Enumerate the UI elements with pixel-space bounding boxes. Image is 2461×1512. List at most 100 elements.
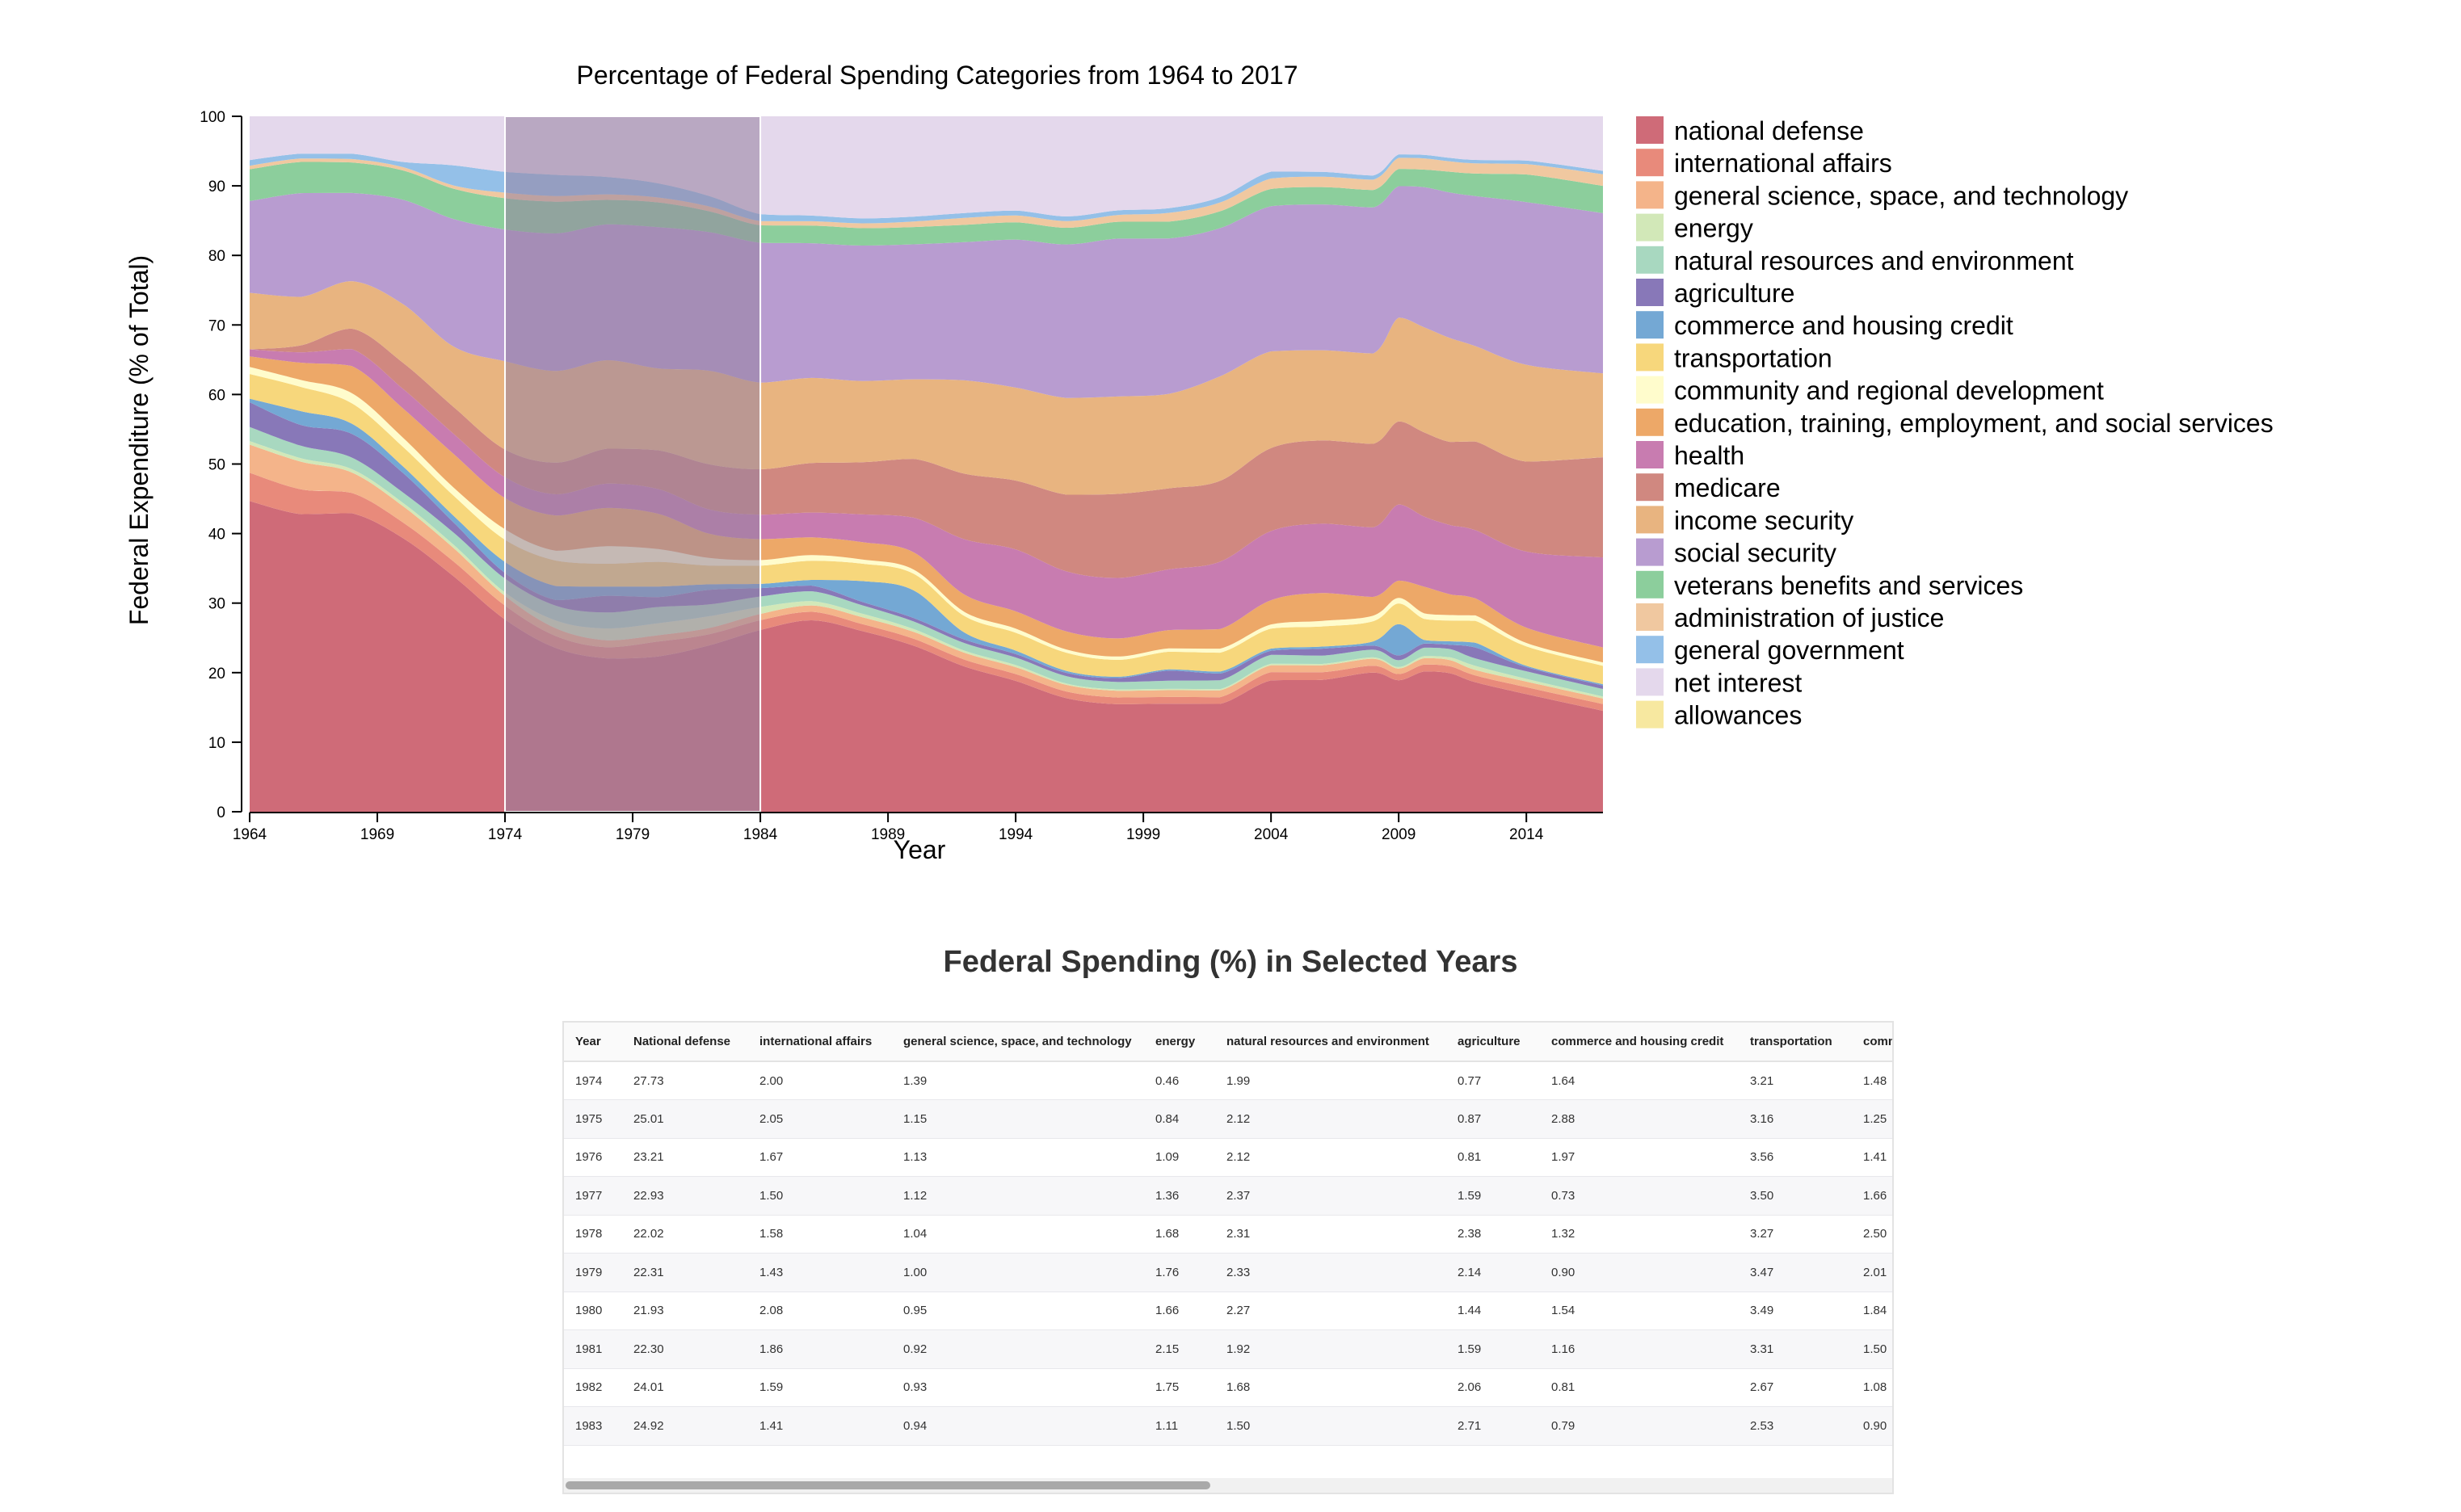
table-cell: 0.87: [1446, 1099, 1540, 1139]
y-tick-label: 30: [208, 596, 225, 613]
y-tick-label: 60: [208, 387, 225, 404]
table-cell: 1979: [564, 1253, 622, 1292]
x-tick-label: 1964: [233, 826, 267, 843]
table-cell: 1.99: [1215, 1061, 1446, 1100]
y-tick-label: 80: [208, 248, 225, 265]
column-header[interactable]: community and regiona: [1852, 1023, 1892, 1062]
table-cell: 3.27: [1739, 1215, 1852, 1254]
table-cell: 1.41: [748, 1406, 892, 1446]
column-header[interactable]: transportation: [1739, 1023, 1852, 1062]
table-cell: 1.25: [1852, 1099, 1892, 1139]
y-tick-label: 40: [208, 527, 225, 544]
legend-item-commerce-and-housing-credit: commerce and housing credit: [1636, 311, 2013, 340]
table-cell: 2.12: [1215, 1138, 1446, 1177]
column-header[interactable]: National defense: [622, 1023, 748, 1062]
table-cell: 1.13: [892, 1138, 1144, 1177]
table-cell: 3.16: [1739, 1099, 1852, 1139]
table-cell: 0.95: [892, 1292, 1144, 1330]
x-tick-label: 1979: [616, 826, 650, 843]
table-cell: 0.81: [1540, 1368, 1739, 1407]
x-tick-label: 1984: [743, 826, 778, 843]
y-tick-label: 10: [208, 735, 225, 752]
y-tick-label: 90: [208, 178, 225, 195]
legend-item-education-training-employment-and-social-services: education, training, employment, and soc…: [1636, 408, 2274, 438]
column-header[interactable]: general science, space, and technology: [892, 1023, 1144, 1062]
horizontal-scrollbar[interactable]: [564, 1478, 1892, 1493]
legend-label: general science, space, and technology: [1674, 181, 2128, 210]
table-cell: 0.90: [1540, 1253, 1739, 1292]
horizontal-scrollbar-thumb[interactable]: [566, 1481, 1210, 1489]
x-tick-label: 1969: [360, 826, 394, 843]
column-header[interactable]: energy: [1144, 1023, 1215, 1062]
table-cell: 1981: [564, 1329, 622, 1369]
table-cell: 0.84: [1144, 1099, 1215, 1139]
legend-swatch: [1636, 376, 1664, 404]
table-cell: 27.73: [622, 1061, 748, 1100]
table-cell: 1.04: [892, 1215, 1144, 1254]
table-cell: 24.92: [622, 1406, 748, 1446]
table-cell: 2.00: [748, 1061, 892, 1100]
table-cell: 1.50: [1852, 1329, 1892, 1369]
stacked-area-chart: Percentage of Federal Spending Categorie…: [124, 61, 2274, 864]
y-tick-label: 0: [217, 804, 225, 821]
legend-swatch: [1636, 408, 1664, 436]
column-header[interactable]: agriculture: [1446, 1023, 1540, 1062]
legend-label: health: [1674, 441, 1744, 470]
table-cell: 1.09: [1144, 1138, 1215, 1177]
table-cell: 22.93: [622, 1176, 748, 1216]
legend-item-community-and-regional-development: community and regional development: [1636, 376, 2104, 405]
table-cell: 0.77: [1446, 1061, 1540, 1100]
legend-label: energy: [1674, 214, 1753, 243]
table-cell: 2.14: [1446, 1253, 1540, 1292]
legend: national defense international affairs gen…: [1636, 116, 2274, 730]
legend-swatch: [1636, 441, 1664, 468]
legend-item-allowances: allowances: [1636, 700, 1802, 730]
table-cell: 1.66: [1852, 1176, 1892, 1216]
x-tick-label: 1994: [999, 826, 1033, 843]
x-tick-label: 1989: [871, 826, 905, 843]
table-row: 1977 22.93 1.50 1.12 1.36 2.37 1.59 0.73 3.50 1.6…: [564, 1176, 1892, 1216]
table-cell: 24.01: [622, 1368, 748, 1407]
table-cell: 1.08: [1852, 1368, 1892, 1407]
table-cell: 1.43: [748, 1253, 892, 1292]
table-cell: 1.39: [892, 1061, 1144, 1100]
table-cell: 0.46: [1144, 1061, 1215, 1100]
table-cell: 1.97: [1540, 1138, 1739, 1177]
x-axis-label: Year: [894, 835, 946, 864]
legend-swatch: [1636, 246, 1664, 274]
table-cell: 2.31: [1215, 1215, 1446, 1254]
year-selection-brush[interactable]: [504, 116, 762, 813]
column-header[interactable]: international affairs: [748, 1023, 892, 1062]
column-header[interactable]: Year: [564, 1023, 622, 1062]
table-cell: 1.59: [1446, 1329, 1540, 1369]
table-cell: 3.56: [1739, 1138, 1852, 1177]
table-row: 1974 27.73 2.00 1.39 0.46 1.99 0.77 1.64 3.21 1.4…: [564, 1061, 1892, 1100]
table-cell: 22.02: [622, 1215, 748, 1254]
legend-item-general-government: general government: [1636, 636, 1904, 665]
legend-label: natural resources and environment: [1674, 246, 2074, 275]
x-tick-label: 2004: [1254, 826, 1289, 843]
table-cell: 23.21: [622, 1138, 748, 1177]
table-cell: 2.38: [1446, 1215, 1540, 1254]
table-cell: 2.15: [1144, 1329, 1215, 1369]
legend-swatch: [1636, 506, 1664, 534]
y-tick-label: 70: [208, 317, 225, 334]
table-cell: 1983: [564, 1406, 622, 1446]
y-axis-ticks: 0 10 20 30 40 50 60 70 80 90 100: [200, 109, 242, 821]
x-axis-ticks: 1964 1969 1974 1979 1984 1989 1994 1999 2004 2009…: [233, 813, 1544, 843]
table-cell: 2.37: [1215, 1176, 1446, 1216]
legend-item-energy: energy: [1636, 213, 1753, 243]
table-scroll-area[interactable]: Year National defense international affair…: [564, 1023, 1892, 1475]
table-row: 1978 22.02 1.58 1.04 1.68 2.31 2.38 1.32 3.27 2.5…: [564, 1215, 1892, 1254]
y-tick-label: 50: [208, 457, 225, 474]
table-cell: 1.68: [1144, 1215, 1215, 1254]
table-cell: 1974: [564, 1061, 622, 1100]
legend-swatch: [1636, 149, 1664, 177]
legend-item-agriculture: agriculture: [1636, 279, 1794, 308]
table-cell: 21.93: [622, 1292, 748, 1330]
column-header[interactable]: commerce and housing credit: [1540, 1023, 1739, 1062]
table-cell: 0.73: [1540, 1176, 1739, 1216]
column-header[interactable]: natural resources and environment: [1215, 1023, 1446, 1062]
table-cell: 25.01: [622, 1099, 748, 1139]
legend-item-general-science-space-and-technology: general science, space, and technology: [1636, 181, 2128, 210]
